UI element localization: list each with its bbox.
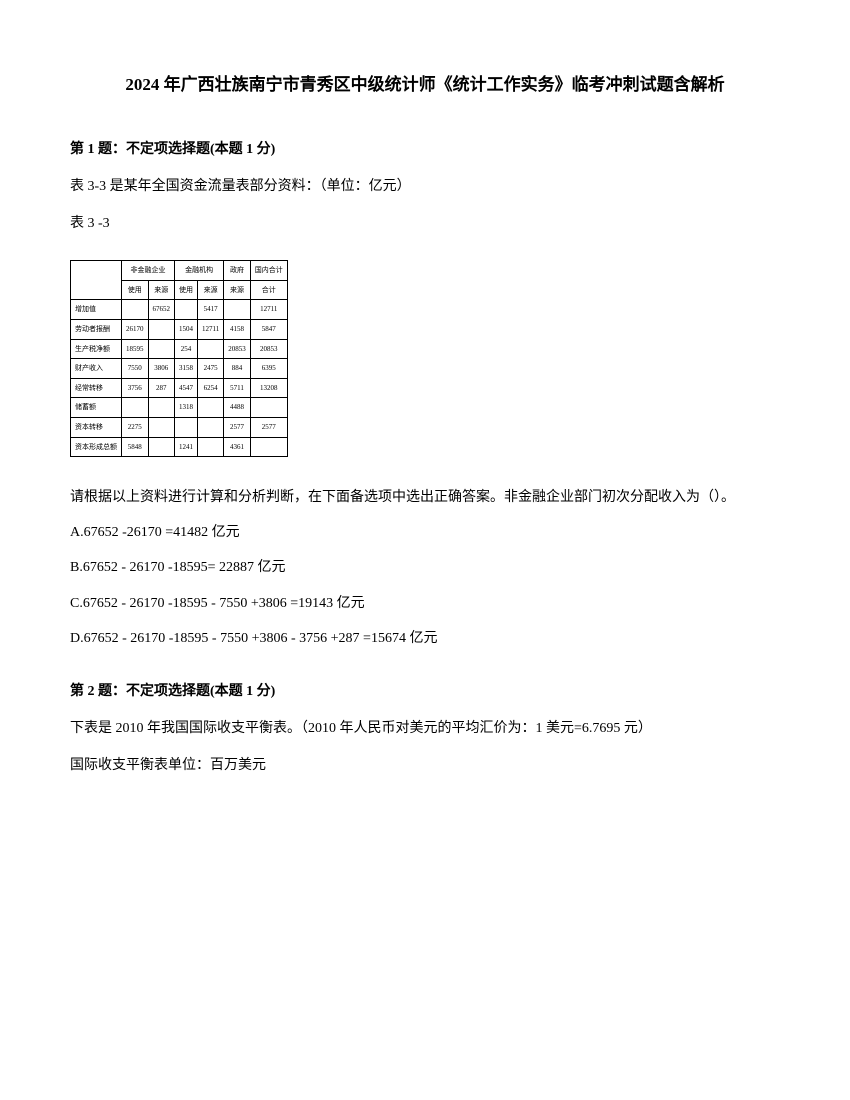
table-cell: 财产收入	[71, 359, 122, 379]
q1-option-b: B.67652 - 26170 -18595= 22887 亿元	[70, 555, 780, 580]
table-cell	[198, 398, 224, 418]
table-cell: 来源	[148, 280, 175, 300]
table-cell: 2577	[250, 417, 287, 437]
table-row: 生产税净额 18595 254 20853 20853	[71, 339, 288, 359]
table-cell: 1241	[175, 437, 198, 457]
table-cell: 2275	[122, 417, 149, 437]
q1-option-d: D.67652 - 26170 -18595 - 7550 +3806 - 37…	[70, 626, 780, 651]
table-cell	[148, 398, 175, 418]
table-cell: 5847	[250, 319, 287, 339]
table-cell: 12711	[250, 300, 287, 320]
table-cell: 劳动者报酬	[71, 319, 122, 339]
table-cell: 生产税净额	[71, 339, 122, 359]
q1-table-label: 表 3 -3	[70, 211, 780, 236]
table-cell	[148, 339, 175, 359]
table-cell	[198, 437, 224, 457]
table-cell: 4361	[224, 437, 251, 457]
table-cell	[122, 300, 149, 320]
table-cell: 1504	[175, 319, 198, 339]
q1-option-c: C.67652 - 26170 -18595 - 7550 +3806 =191…	[70, 591, 780, 616]
table-cell: 3756	[122, 378, 149, 398]
table-cell: 资本形成总额	[71, 437, 122, 457]
table-cell: 26170	[122, 319, 149, 339]
q2-line1: 下表是 2010 年我国国际收支平衡表。（2010 年人民币对美元的平均汇价为：…	[70, 716, 780, 741]
q1-analysis: 请根据以上资料进行计算和分析判断，在下面备选项中选出正确答案。非金融企业部门初次…	[70, 485, 780, 510]
data-table: 非金融企业 金融机构 政府 国内合计 使用 来源 使用 来源 来源 合计 增加值…	[70, 260, 288, 457]
table-cell: 经常转移	[71, 378, 122, 398]
table-header-row: 非金融企业 金融机构 政府 国内合计	[71, 261, 288, 281]
table-cell	[148, 417, 175, 437]
table-cell: 6395	[250, 359, 287, 379]
table-cell: 合计	[250, 280, 287, 300]
table-cell: 884	[224, 359, 251, 379]
table-cell: 4547	[175, 378, 198, 398]
table-cell: 12711	[198, 319, 224, 339]
table-cell: 储蓄额	[71, 398, 122, 418]
table-cell: 6254	[198, 378, 224, 398]
table-cell	[250, 398, 287, 418]
table-row: 资本转移 2275 2577 2577	[71, 417, 288, 437]
table-row: 财产收入 7550 3806 3158 2475 884 6395	[71, 359, 288, 379]
table-cell	[198, 339, 224, 359]
table-cell: 3158	[175, 359, 198, 379]
table-cell: 13208	[250, 378, 287, 398]
table-cell: 18595	[122, 339, 149, 359]
table-cell: 20853	[250, 339, 287, 359]
q1-header: 第 1 题：不定项选择题(本题 1 分)	[70, 137, 780, 162]
table-cell: 287	[148, 378, 175, 398]
table-cell	[224, 300, 251, 320]
table-cell: 增加值	[71, 300, 122, 320]
q2-header: 第 2 题：不定项选择题(本题 1 分)	[70, 679, 780, 704]
table-cell: 2475	[198, 359, 224, 379]
table-cell	[175, 300, 198, 320]
table-col-header: 政府	[224, 261, 251, 281]
table-cell	[148, 319, 175, 339]
table-cell	[122, 398, 149, 418]
table-cell: 5711	[224, 378, 251, 398]
table-cell: 2577	[224, 417, 251, 437]
table-row: 储蓄额 1318 4488	[71, 398, 288, 418]
table-row: 劳动者报酬 26170 1504 12711 4158 5847	[71, 319, 288, 339]
q1-intro: 表 3-3 是某年全国资金流量表部分资料：（单位：亿元）	[70, 174, 780, 199]
table-cell: 5848	[122, 437, 149, 457]
table-cell: 4158	[224, 319, 251, 339]
table-cell: 4488	[224, 398, 251, 418]
table-cell	[148, 437, 175, 457]
page-title: 2024 年广西壮族南宁市青秀区中级统计师《统计工作实务》临考冲刺试题含解析	[70, 70, 780, 101]
table-cell: 使用	[175, 280, 198, 300]
table-cell: 来源	[198, 280, 224, 300]
table-cell: 使用	[122, 280, 149, 300]
table-row: 经常转移 3756 287 4547 6254 5711 13208	[71, 378, 288, 398]
q2-line2: 国际收支平衡表单位：百万美元	[70, 753, 780, 778]
table-cell: 5417	[198, 300, 224, 320]
table-col-header: 国内合计	[250, 261, 287, 281]
table-cell	[250, 437, 287, 457]
table-cell	[175, 417, 198, 437]
table-cell: 资本转移	[71, 417, 122, 437]
table-cell: 3806	[148, 359, 175, 379]
q1-option-a: A.67652 -26170 =41482 亿元	[70, 520, 780, 545]
table-cell: 67652	[148, 300, 175, 320]
table-cell: 1318	[175, 398, 198, 418]
table-row: 增加值 67652 5417 12711	[71, 300, 288, 320]
table-row: 资本形成总额 5848 1241 4361	[71, 437, 288, 457]
table-cell: 254	[175, 339, 198, 359]
table-col-header: 金融机构	[175, 261, 224, 281]
table-col-header: 非金融企业	[122, 261, 175, 281]
table-cell: 来源	[224, 280, 251, 300]
table-cell: 20853	[224, 339, 251, 359]
table-cell: 7550	[122, 359, 149, 379]
table-cell	[198, 417, 224, 437]
